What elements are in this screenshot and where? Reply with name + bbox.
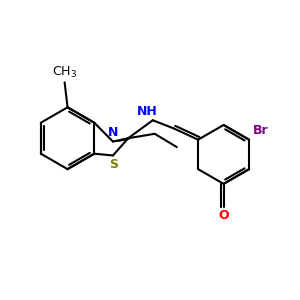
Text: S: S	[109, 158, 118, 171]
Text: NH: NH	[137, 105, 158, 118]
Text: N: N	[108, 126, 118, 139]
Text: Br: Br	[253, 124, 268, 137]
Text: CH$_3$: CH$_3$	[52, 65, 77, 80]
Text: O: O	[218, 209, 229, 223]
